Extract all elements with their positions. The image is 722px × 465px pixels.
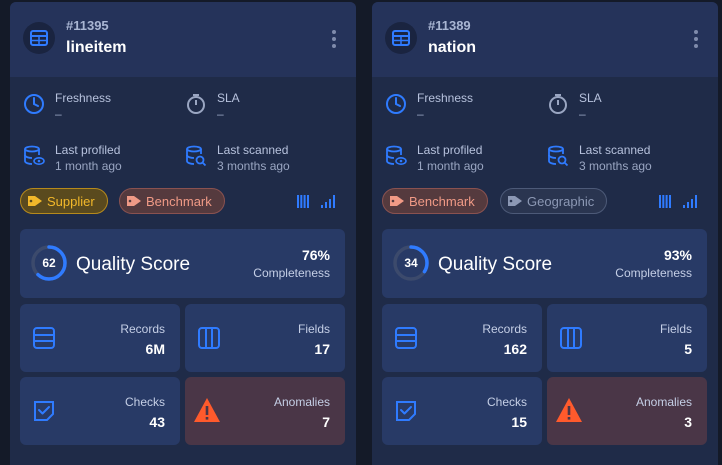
tag-icon <box>28 196 42 206</box>
kebab-menu-icon[interactable] <box>332 30 336 48</box>
completeness-value: 93% <box>663 247 692 263</box>
last-profiled-label: Last profiled <box>55 143 121 157</box>
freshness-label: Freshness <box>417 91 474 105</box>
checks-value: 43 <box>149 414 165 430</box>
completeness-label: Completeness <box>253 266 330 280</box>
records-value: 162 <box>503 341 527 357</box>
records-icon <box>395 327 417 349</box>
tag-geographic[interactable]: Geographic <box>500 188 608 214</box>
anomalies-tile[interactable]: Anomalies 3 <box>547 377 707 445</box>
anomalies-value: 7 <box>322 414 330 430</box>
last-profiled-label: Last profiled <box>417 143 483 157</box>
anomalies-tile[interactable]: Anomalies 7 <box>185 377 345 445</box>
fields-label: Fields <box>659 322 692 336</box>
tag-label: Geographic <box>527 193 595 209</box>
table-card-lineitem[interactable]: #11395 lineitem Freshness – SLA – Last p… <box>10 2 356 465</box>
records-label: Records <box>482 322 527 336</box>
table-icon <box>23 22 55 54</box>
tag-icon <box>508 196 522 206</box>
quality-score-value: 34 <box>404 256 418 270</box>
tag-benchmark[interactable]: Benchmark <box>382 188 488 214</box>
checks-tile[interactable]: Checks 43 <box>20 377 180 445</box>
last-profiled-value: 1 month ago <box>417 159 484 173</box>
fields-value: 17 <box>314 341 330 357</box>
sla-value: – <box>579 107 586 121</box>
last-scanned-value: 3 months ago <box>579 159 652 173</box>
tag-benchmark[interactable]: Benchmark <box>119 188 225 214</box>
fields-icon <box>560 327 582 349</box>
database-eye-icon <box>386 145 407 166</box>
quality-score-tile[interactable]: 34 Quality Score 93% Completeness <box>382 229 707 298</box>
clock-icon <box>24 94 44 114</box>
last-profiled-value: 1 month ago <box>55 159 122 173</box>
fields-icon <box>198 327 220 349</box>
warning-icon <box>556 398 582 422</box>
fields-tile[interactable]: Fields 5 <box>547 304 707 372</box>
checks-label: Checks <box>486 395 527 409</box>
records-label: Records <box>120 322 165 336</box>
stopwatch-icon <box>549 94 567 114</box>
quality-score-title: Quality Score <box>76 254 191 275</box>
last-scanned-label: Last scanned <box>217 143 289 157</box>
records-tile[interactable]: Records 6M <box>20 304 180 372</box>
quality-score-ring <box>31 245 67 281</box>
kebab-menu-icon[interactable] <box>694 30 698 48</box>
freshness-value: – <box>55 107 62 121</box>
column-bars-icon[interactable] <box>297 195 309 208</box>
signal-bars-icon[interactable] <box>321 195 335 208</box>
fields-label: Fields <box>297 322 330 336</box>
sla-label: SLA <box>217 91 240 105</box>
checks-icon <box>396 401 416 421</box>
sla-label: SLA <box>579 91 602 105</box>
table-name[interactable]: nation <box>428 39 476 56</box>
anomalies-value: 3 <box>684 414 692 430</box>
sla-value: – <box>217 107 224 121</box>
checks-label: Checks <box>124 395 165 409</box>
warning-icon <box>194 398 220 422</box>
records-value: 6M <box>145 341 165 357</box>
table-name[interactable]: lineitem <box>66 39 127 56</box>
tag-label: Benchmark <box>409 193 475 209</box>
tag-supplier[interactable]: Supplier <box>20 188 108 214</box>
quality-score-ring <box>393 245 429 281</box>
column-bars-icon[interactable] <box>659 195 671 208</box>
tag-label: Benchmark <box>146 193 212 209</box>
quality-score-tile[interactable]: 62 Quality Score 76% Completeness <box>20 229 345 298</box>
records-tile[interactable]: Records 162 <box>382 304 542 372</box>
signal-bars-icon[interactable] <box>683 195 697 208</box>
table-icon <box>385 22 417 54</box>
table-id: #11389 <box>428 18 471 33</box>
table-id: #11395 <box>66 18 109 33</box>
anomalies-label: Anomalies <box>635 395 692 409</box>
checks-value: 15 <box>511 414 527 430</box>
table-card-nation[interactable]: #11389 nation Freshness – SLA – Last pro… <box>372 2 718 465</box>
fields-tile[interactable]: Fields 17 <box>185 304 345 372</box>
completeness-value: 76% <box>301 247 330 263</box>
tag-icon <box>390 196 404 206</box>
last-scanned-label: Last scanned <box>579 143 651 157</box>
quality-score-title: Quality Score <box>438 254 553 275</box>
completeness-label: Completeness <box>615 266 692 280</box>
records-icon <box>33 327 55 349</box>
card-header: #11389 nation <box>372 2 718 77</box>
freshness-label: Freshness <box>55 91 112 105</box>
tag-icon <box>127 196 141 206</box>
fields-value: 5 <box>684 341 692 357</box>
database-eye-icon <box>24 145 45 166</box>
freshness-value: – <box>417 107 424 121</box>
tag-label: Supplier <box>47 193 95 209</box>
card-header: #11395 lineitem <box>10 2 356 77</box>
last-scanned-value: 3 months ago <box>217 159 290 173</box>
database-search-icon <box>186 145 207 167</box>
stopwatch-icon <box>187 94 205 114</box>
checks-tile[interactable]: Checks 15 <box>382 377 542 445</box>
quality-score-value: 62 <box>42 256 56 270</box>
checks-icon <box>34 401 54 421</box>
anomalies-label: Anomalies <box>273 395 330 409</box>
clock-icon <box>386 94 406 114</box>
database-search-icon <box>548 145 569 167</box>
